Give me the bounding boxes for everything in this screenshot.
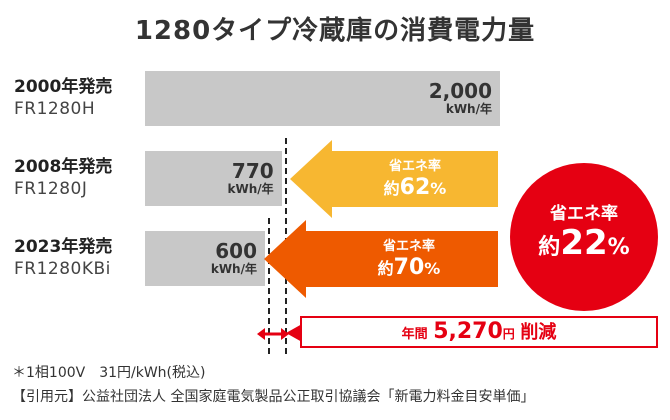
- circle-prefix: 約: [538, 235, 561, 260]
- row-year: 2023年発売: [14, 237, 113, 257]
- arrow-62-text: 省エネ率 約62%: [340, 158, 490, 201]
- row-model: FR1280H: [14, 99, 96, 119]
- row-year: 2000年発売: [14, 77, 113, 97]
- savings-amount: 5,270: [433, 319, 503, 344]
- annual-savings-box: 年間 5,270円 削減: [300, 316, 658, 348]
- bar-value-number: 770: [231, 159, 274, 183]
- row-year: 2008年発売: [14, 157, 113, 177]
- arrow-suffix: %: [430, 179, 447, 198]
- circle-label: 省エネ率: [550, 204, 618, 224]
- bar-value-number: 600: [215, 239, 257, 263]
- footnote-source: 【引用元】公益社団法人 全国家庭電気製品公正取引協議会「新電力料金目安単価」: [12, 389, 535, 405]
- savings-circle: 省エネ率 約22%: [510, 163, 658, 311]
- bar-2008: [145, 151, 282, 206]
- circle-suffix: %: [607, 235, 630, 260]
- footnote-rate: ＊1相100V 31円/kWh(税込): [12, 365, 206, 381]
- circle-percent: 約22%: [510, 223, 658, 263]
- row-label-2008: 2008年発売 FR1280J: [14, 156, 112, 200]
- callout-pointer-icon: [286, 324, 302, 342]
- arrow-prefix: 約: [377, 259, 394, 278]
- row-label-2000: 2000年発売 FR1280H: [14, 76, 112, 120]
- arrow-label: 省エネ率: [382, 239, 435, 254]
- row-model: FR1280J: [14, 179, 88, 199]
- double-arrow-icon: [257, 328, 289, 340]
- arrow-number: 62: [399, 175, 431, 200]
- bar-value-number: 2,000: [428, 79, 492, 103]
- bar-value-2008: 770 kWh/年: [145, 160, 274, 196]
- annual-savings-text: 年間 5,270円 削減: [302, 318, 656, 346]
- bar-value-2023: 600 kWh/年: [145, 240, 257, 276]
- bar-value-unit: kWh/年: [445, 102, 492, 116]
- arrow-62: [290, 140, 498, 218]
- savings-prefix: 年間: [401, 327, 428, 342]
- arrow-percent: 約70%: [328, 256, 490, 281]
- arrow-70: [264, 220, 498, 298]
- arrow-number: 70: [393, 255, 425, 280]
- bar-value-unit: kWh/年: [210, 262, 257, 276]
- arrow-70-text: 省エネ率 約70%: [328, 238, 490, 281]
- row-label-2023: 2023年発売 FR1280KBi: [14, 236, 112, 280]
- circle-number: 22: [560, 223, 608, 263]
- bar-2023: [145, 231, 265, 286]
- arrow-label: 省エネ率: [388, 159, 441, 174]
- bar-2000: [145, 71, 500, 126]
- arrow-prefix: 約: [383, 179, 400, 198]
- savings-suffix: 削減: [520, 322, 557, 343]
- chart-title: 1280タイプ冷蔵庫の消費電力量: [134, 16, 536, 46]
- dashed-line-2023: [268, 218, 270, 354]
- arrow-suffix: %: [424, 259, 441, 278]
- bar-value-unit: kWh/年: [227, 182, 274, 196]
- arrow-percent: 約62%: [340, 176, 490, 201]
- bar-value-2000: 2,000 kWh/年: [145, 80, 492, 116]
- savings-unit: 円: [502, 327, 515, 341]
- row-model: FR1280KBi: [14, 259, 111, 279]
